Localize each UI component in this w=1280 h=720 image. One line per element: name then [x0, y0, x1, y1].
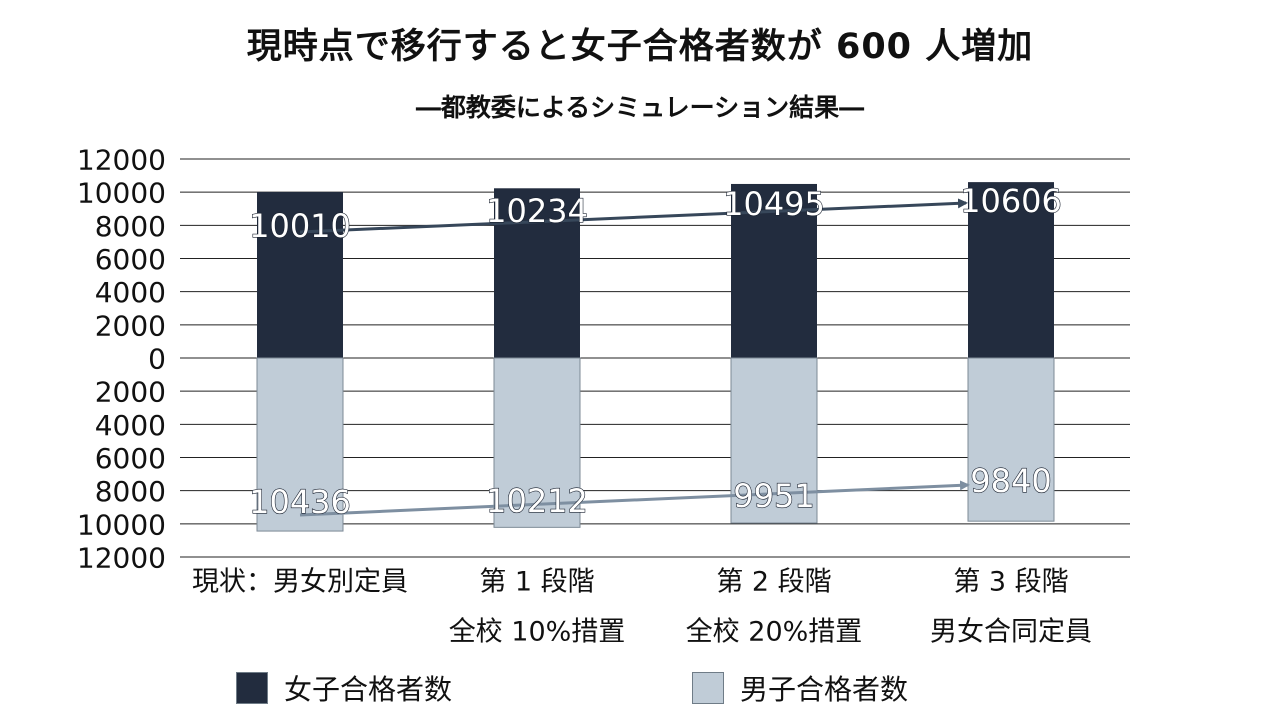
data-label-male: 10436: [249, 483, 351, 521]
y-tick-label: 4000: [95, 276, 166, 309]
legend-item-female: 女子合格者数: [236, 668, 452, 708]
bar-female: [494, 188, 580, 358]
y-tick-label: 12000: [77, 144, 166, 177]
bar-female: [968, 182, 1054, 358]
y-tick-label: 10000: [77, 508, 166, 541]
data-label-male: 9840: [970, 462, 1051, 500]
category-label: 第 2 段階: [716, 567, 831, 598]
category-label: 全校 10%措置: [449, 617, 626, 648]
y-tick-label: 6000: [95, 243, 166, 276]
data-label-male: 9951: [733, 477, 814, 515]
bar-female: [257, 192, 343, 358]
data-label-female: 10495: [723, 185, 825, 223]
y-tick-label: 0: [148, 343, 166, 376]
data-label-female: 10606: [960, 182, 1062, 220]
trend-arrow-male: [299, 480, 970, 517]
category-label: 第 1 段階: [479, 567, 594, 598]
trend-arrow-female: [299, 198, 968, 234]
category-label: 全校 20%措置: [686, 617, 863, 648]
legend-swatch-male: [692, 672, 724, 704]
bar-male: [493, 357, 581, 528]
legend-item-male: 男子合格者数: [692, 668, 908, 708]
y-tick-label: 4000: [95, 409, 166, 442]
category-label: 第 3 段階: [953, 567, 1068, 598]
data-label-male: 10212: [486, 482, 588, 520]
y-tick-label: 2000: [95, 376, 166, 409]
bar-male: [256, 357, 344, 532]
legend-label-male: 男子合格者数: [740, 673, 909, 706]
legend-swatch-female: [236, 672, 268, 704]
y-tick-label: 12000: [77, 542, 166, 575]
bar-male: [967, 357, 1055, 522]
legend-label-female: 女子合格者数: [284, 673, 453, 706]
category-label: 男女合同定員: [930, 617, 1092, 648]
data-label-female: 10234: [486, 192, 588, 230]
data-label-female: 10010: [249, 207, 351, 245]
y-tick-label: 8000: [95, 475, 166, 508]
chart-subtitle: ―都教委によるシミュレーション結果―: [415, 93, 865, 122]
y-tick-label: 8000: [95, 210, 166, 243]
category-label: 現状：男女別定員: [192, 567, 408, 598]
chart-title: 現時点で移行すると女子合格者数が 600 人増加: [246, 27, 1034, 67]
y-tick-label: 6000: [95, 442, 166, 475]
y-tick-label: 10000: [77, 177, 166, 210]
y-tick-label: 2000: [95, 309, 166, 342]
